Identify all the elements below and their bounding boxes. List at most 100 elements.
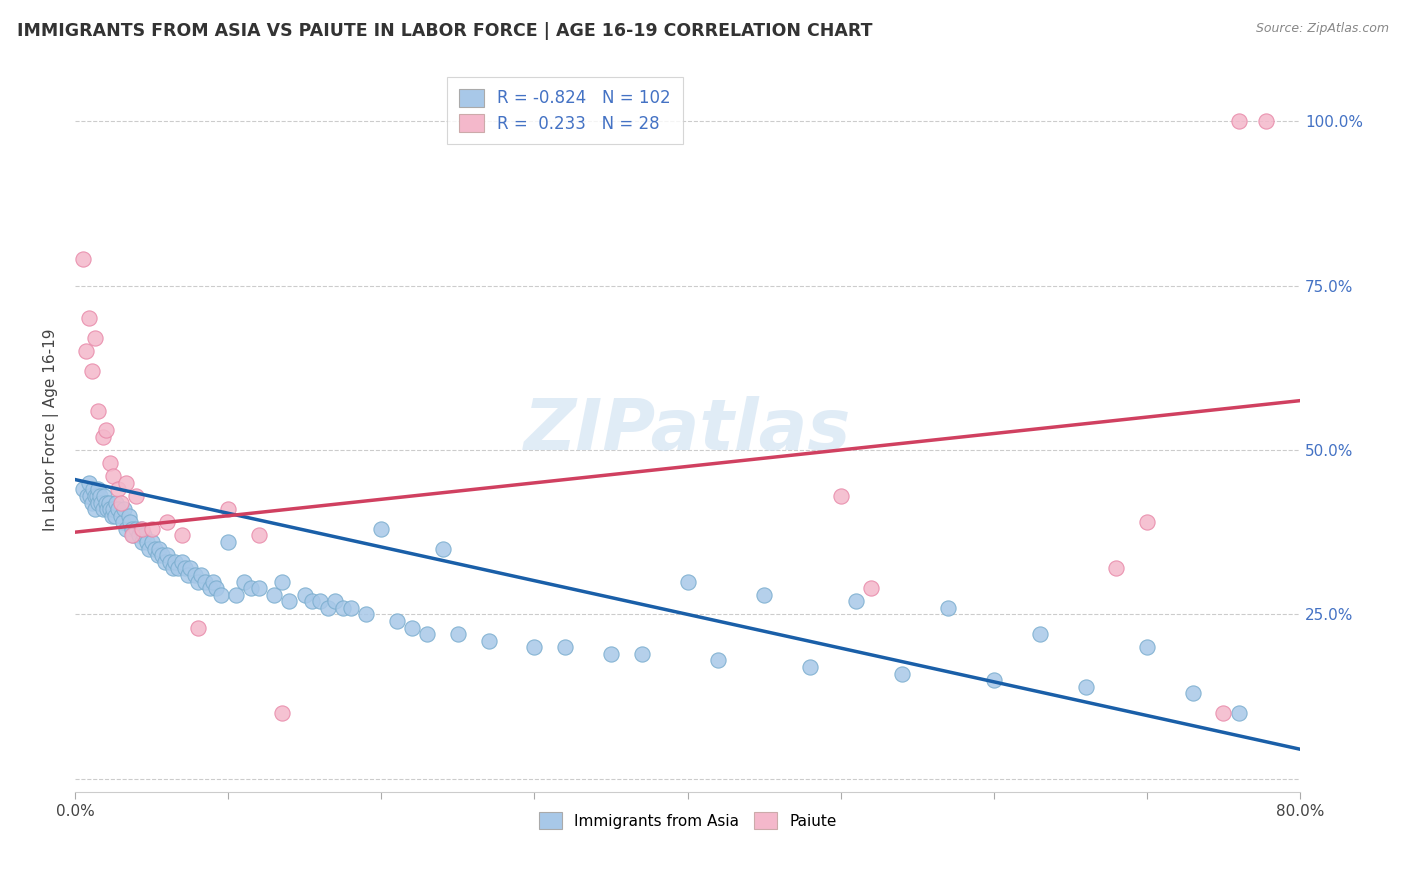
Point [177, 568, 200, 582]
Point [554, 640, 576, 655]
Point [166, 561, 188, 575]
Point [84, 331, 107, 345]
Point [114, 475, 136, 490]
Point [172, 555, 194, 569]
Point [146, 548, 169, 562]
Point [101, 508, 124, 523]
Point [86, 489, 108, 503]
Point [890, 666, 912, 681]
Point [1227, 114, 1250, 128]
Point [1136, 516, 1159, 530]
Point [156, 516, 179, 530]
Point [187, 574, 209, 589]
Point [401, 621, 423, 635]
Point [96, 502, 118, 516]
Point [209, 588, 232, 602]
Point [79, 489, 101, 503]
Point [131, 535, 153, 549]
Point [138, 541, 160, 556]
Text: ZIPatlas: ZIPatlas [524, 396, 851, 465]
Legend: Immigrants from Asia, Paiute: Immigrants from Asia, Paiute [533, 806, 842, 835]
Point [845, 594, 868, 608]
Point [103, 502, 125, 516]
Point [1028, 627, 1050, 641]
Point [84, 489, 107, 503]
Point [110, 495, 132, 509]
Point [179, 561, 201, 575]
Point [432, 541, 454, 556]
Point [247, 581, 270, 595]
Point [163, 555, 186, 569]
Point [87, 495, 110, 509]
Point [155, 555, 177, 569]
Point [87, 403, 110, 417]
Point [77, 475, 100, 490]
Point [111, 516, 134, 530]
Point [523, 640, 546, 655]
Point [860, 581, 883, 595]
Point [752, 588, 775, 602]
Point [316, 600, 339, 615]
Point [217, 502, 239, 516]
Point [120, 516, 142, 530]
Point [600, 647, 623, 661]
Point [225, 588, 247, 602]
Point [799, 660, 821, 674]
Point [156, 548, 179, 562]
Point [301, 594, 323, 608]
Point [1227, 706, 1250, 720]
Point [129, 522, 152, 536]
Point [190, 568, 212, 582]
Point [447, 627, 470, 641]
Point [80, 364, 103, 378]
Point [240, 581, 263, 595]
Point [707, 653, 730, 667]
Point [82, 483, 104, 497]
Point [148, 541, 170, 556]
Y-axis label: In Labor Force | Age 16-19: In Labor Force | Age 16-19 [44, 329, 59, 532]
Point [201, 574, 224, 589]
Point [270, 706, 292, 720]
Point [141, 535, 163, 549]
Point [84, 502, 107, 516]
Point [94, 423, 117, 437]
Point [72, 252, 94, 267]
Point [143, 541, 166, 556]
Text: Source: ZipAtlas.com: Source: ZipAtlas.com [1256, 22, 1389, 36]
Point [1074, 680, 1097, 694]
Point [247, 528, 270, 542]
Point [150, 548, 173, 562]
Point [93, 489, 115, 503]
Point [477, 633, 499, 648]
Point [76, 489, 98, 503]
Point [112, 502, 135, 516]
Point [983, 673, 1005, 688]
Point [263, 588, 285, 602]
Point [97, 495, 120, 509]
Point [114, 522, 136, 536]
Point [98, 456, 121, 470]
Point [90, 495, 112, 509]
Point [1105, 561, 1128, 575]
Point [830, 489, 852, 503]
Point [104, 508, 127, 523]
Point [107, 483, 129, 497]
Point [77, 311, 100, 326]
Point [1212, 706, 1234, 720]
Point [105, 495, 128, 509]
Point [110, 508, 132, 523]
Point [198, 581, 221, 595]
Point [94, 495, 117, 509]
Text: IMMIGRANTS FROM ASIA VS PAIUTE IN LABOR FORCE | AGE 16-19 CORRELATION CHART: IMMIGRANTS FROM ASIA VS PAIUTE IN LABOR … [17, 22, 872, 40]
Point [98, 502, 121, 516]
Point [107, 502, 129, 516]
Point [172, 528, 194, 542]
Point [89, 489, 111, 503]
Point [194, 574, 217, 589]
Point [278, 594, 301, 608]
Point [121, 522, 143, 536]
Point [217, 535, 239, 549]
Point [416, 627, 439, 641]
Point [141, 522, 163, 536]
Point [136, 535, 159, 549]
